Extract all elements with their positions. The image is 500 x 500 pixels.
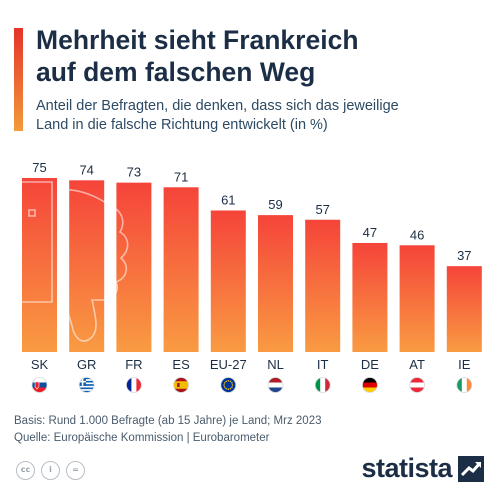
bar-gr	[69, 180, 105, 352]
title-line-2: auf dem falschen Weg	[36, 57, 316, 87]
bar-eu-27	[210, 210, 246, 352]
source-note: Quelle: Europäische Kommission | Eurobar…	[14, 432, 270, 444]
bar-chart: 75 SK 74 GR 73 FR 71 ES 61 EU-27 59 NL 57 IT 47 DE 46 AT 3…	[22, 160, 482, 393]
title-accent-bar	[14, 28, 23, 131]
greece-flag	[79, 377, 95, 393]
chart-subtitle: Anteil der Befragten, die denken, dass s…	[36, 97, 476, 135]
nd-icon[interactable]: =	[66, 461, 85, 480]
value-label-ie: 37	[457, 248, 471, 263]
license-icons: cc i =	[16, 461, 85, 480]
bar-es	[163, 187, 199, 352]
title-line-1: Mehrheit sieht Frankreich	[36, 25, 359, 55]
category-label-sk: SK	[31, 357, 49, 372]
value-label-de: 47	[363, 225, 377, 240]
statista-logo[interactable]: statista	[361, 453, 484, 484]
cc-icon[interactable]: cc	[16, 461, 35, 480]
value-label-at: 46	[410, 227, 424, 242]
category-label-eu-27: EU-27	[210, 357, 247, 372]
netherlands-flag	[268, 377, 283, 393]
eu-flag	[220, 377, 236, 393]
bar-nl	[258, 215, 293, 352]
thumbs-down-icon	[22, 181, 129, 342]
bar-it	[305, 219, 341, 352]
bar-de	[352, 242, 388, 352]
spain-flag	[173, 377, 189, 393]
subtitle-line-1: Anteil der Befragten, die denken, dass s…	[36, 98, 399, 114]
slovakia-flag	[32, 377, 47, 393]
basis-note: Basis: Rund 1.000 Befragte (ab 15 Jahre)…	[14, 415, 322, 427]
value-label-fr: 73	[127, 165, 141, 180]
bar-fr	[116, 182, 152, 352]
value-label-eu-27: 61	[221, 192, 235, 207]
value-label-es: 71	[174, 169, 188, 184]
category-label-nl: NL	[267, 357, 284, 372]
austria-flag	[409, 377, 425, 393]
category-label-it: IT	[317, 357, 329, 372]
subtitle-line-2: Land in die falsche Richtung entwickelt …	[36, 117, 328, 133]
bar-sk	[22, 178, 57, 352]
ireland-flag	[456, 377, 472, 393]
bar-at	[399, 245, 435, 352]
category-label-es: ES	[172, 357, 190, 372]
value-label-sk: 75	[32, 160, 46, 175]
chart-title: Mehrheit sieht Frankreich auf dem falsch…	[36, 24, 476, 88]
brand-name: statista	[361, 453, 452, 483]
value-label-nl: 59	[268, 197, 282, 212]
chart-footer: Basis: Rund 1.000 Befragte (ab 15 Jahre)…	[14, 413, 484, 447]
category-label-ie: IE	[458, 357, 471, 372]
germany-flag	[362, 377, 378, 393]
italy-flag	[315, 377, 331, 393]
category-label-gr: GR	[77, 357, 97, 372]
value-label-gr: 74	[79, 162, 93, 177]
brand-mark-icon	[458, 455, 484, 482]
category-label-fr: FR	[125, 357, 142, 372]
category-label-de: DE	[361, 357, 379, 372]
bar-ie	[446, 266, 482, 352]
value-label-it: 57	[315, 202, 329, 217]
france-flag	[126, 377, 142, 393]
category-label-at: AT	[409, 357, 425, 372]
by-icon[interactable]: i	[41, 461, 60, 480]
